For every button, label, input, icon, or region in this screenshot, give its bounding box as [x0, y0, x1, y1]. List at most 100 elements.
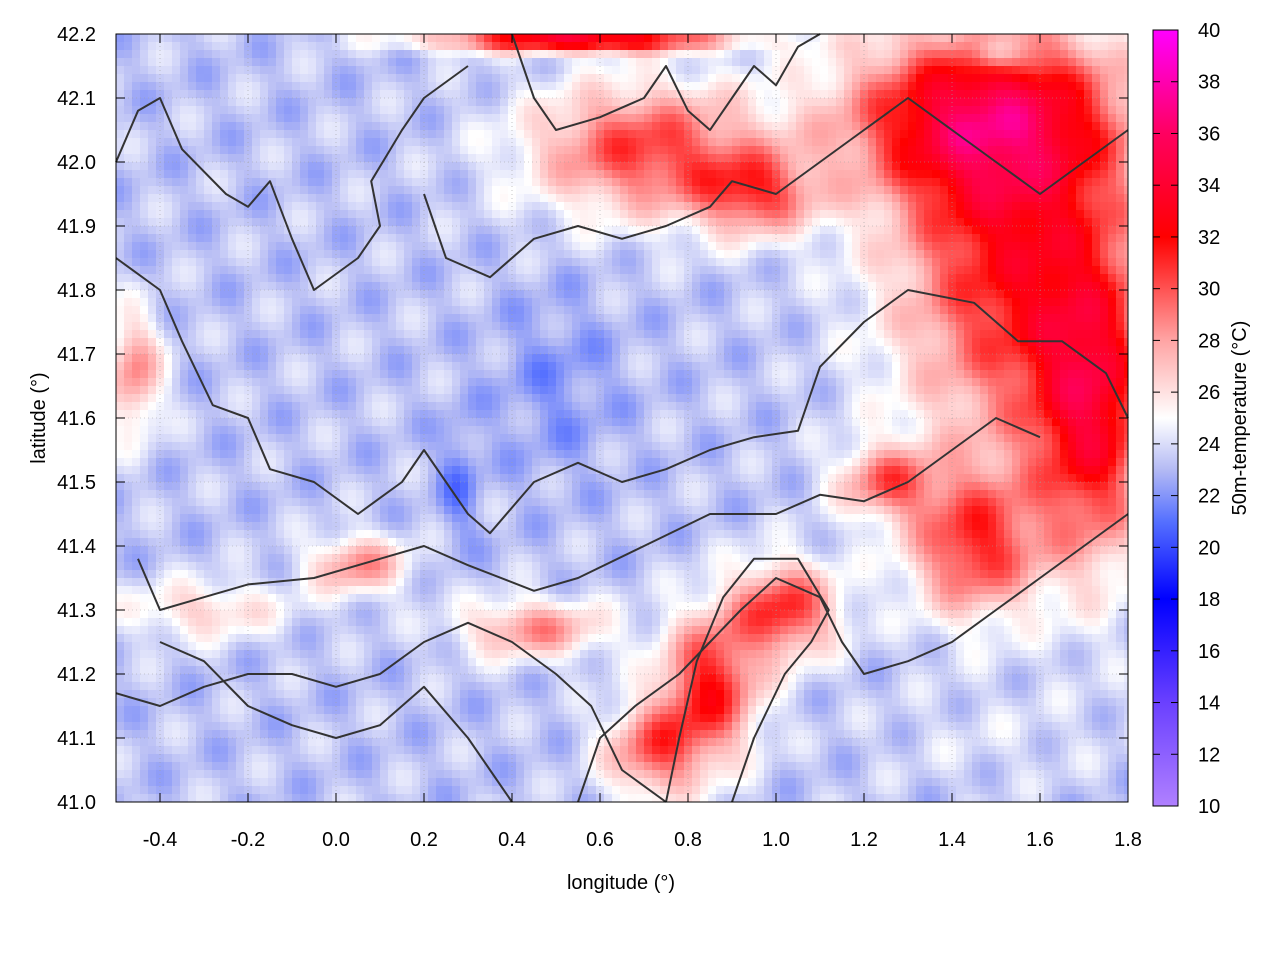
heatmap-cell: [460, 114, 469, 123]
heatmap-cell: [1020, 170, 1029, 179]
heatmap-cell: [628, 242, 637, 251]
heatmap-cell: [444, 338, 453, 347]
heatmap-cell: [284, 338, 293, 347]
heatmap-cell: [124, 258, 133, 267]
heatmap-cell: [916, 330, 925, 339]
heatmap-cell: [796, 122, 805, 131]
heatmap-cell: [380, 250, 389, 259]
heatmap-cell: [1052, 90, 1061, 99]
heatmap-cell: [212, 250, 221, 259]
heatmap-cell: [364, 322, 373, 331]
heatmap-cell: [564, 146, 573, 155]
heatmap-cell: [348, 194, 357, 203]
heatmap-cell: [980, 306, 989, 315]
heatmap-cell: [1068, 258, 1077, 267]
heatmap-cell: [348, 122, 357, 131]
heatmap-cell: [524, 66, 533, 75]
heatmap-cell: [1028, 98, 1037, 107]
heatmap-cell: [228, 170, 237, 179]
heatmap-cell: [452, 290, 461, 299]
heatmap-cell: [484, 290, 493, 299]
heatmap-cell: [964, 210, 973, 219]
heatmap-cell: [300, 266, 309, 275]
heatmap-cell: [1020, 42, 1029, 51]
heatmap-cell: [572, 66, 581, 75]
heatmap-cell: [996, 90, 1005, 99]
heatmap-cell: [1092, 202, 1101, 211]
heatmap-cell: [252, 82, 261, 91]
heatmap-cell: [268, 234, 277, 243]
heatmap-cell: [412, 314, 421, 323]
heatmap-cell: [732, 90, 741, 99]
heatmap-cell: [892, 282, 901, 291]
heatmap-cell: [1028, 266, 1037, 275]
heatmap-cell: [724, 202, 733, 211]
heatmap-cell: [716, 130, 725, 139]
heatmap-cell: [724, 282, 733, 291]
heatmap-cell: [1004, 242, 1013, 251]
heatmap-cell: [956, 42, 965, 51]
heatmap-cell: [300, 258, 309, 267]
heatmap-cell: [1068, 154, 1077, 163]
heatmap-cell: [196, 186, 205, 195]
heatmap-cell: [980, 122, 989, 131]
heatmap-cell: [1108, 322, 1117, 331]
heatmap-cell: [180, 50, 189, 59]
heatmap-cell: [284, 50, 293, 59]
heatmap-cell: [700, 66, 709, 75]
heatmap-cell: [980, 66, 989, 75]
heatmap-cell: [988, 146, 997, 155]
heatmap-cell: [1092, 122, 1101, 131]
heatmap-cell: [140, 98, 149, 107]
heatmap-cell: [636, 58, 645, 67]
heatmap-cell: [116, 154, 125, 163]
heatmap-cell: [660, 306, 669, 315]
heatmap-cell: [116, 234, 125, 243]
heatmap-cell: [732, 114, 741, 123]
heatmap-cell: [708, 130, 717, 139]
heatmap-cell: [172, 346, 181, 355]
heatmap-cell: [836, 274, 845, 283]
heatmap-cell: [924, 122, 933, 131]
heatmap-cell: [404, 130, 413, 139]
heatmap-cell: [364, 122, 373, 131]
heatmap-cell: [636, 50, 645, 59]
heatmap-cell: [868, 74, 877, 83]
heatmap-cell: [476, 266, 485, 275]
heatmap-cell: [260, 154, 269, 163]
heatmap-cell: [612, 122, 621, 131]
heatmap-cell: [204, 282, 213, 291]
heatmap-cell: [452, 130, 461, 139]
heatmap-cell: [980, 34, 989, 43]
heatmap-cell: [604, 66, 613, 75]
heatmap-cell: [732, 314, 741, 323]
heatmap-cell: [660, 138, 669, 147]
heatmap-cell: [812, 178, 821, 187]
heatmap-cell: [276, 250, 285, 259]
heatmap-cell: [700, 138, 709, 147]
heatmap-cell: [148, 50, 157, 59]
heatmap-cell: [732, 50, 741, 59]
heatmap-cell: [116, 186, 125, 195]
heatmap-cell: [348, 162, 357, 171]
heatmap-cell: [1012, 314, 1021, 323]
heatmap-cell: [164, 290, 173, 299]
heatmap-cell: [228, 106, 237, 115]
heatmap-cell: [1076, 90, 1085, 99]
heatmap-cell: [844, 234, 853, 243]
heatmap-cell: [364, 274, 373, 283]
heatmap-cell: [524, 338, 533, 347]
heatmap-cell: [1012, 282, 1021, 291]
heatmap-cell: [844, 50, 853, 59]
heatmap-cell: [284, 314, 293, 323]
heatmap-cell: [484, 258, 493, 267]
heatmap-cell: [1108, 282, 1117, 291]
heatmap-cell: [644, 338, 653, 347]
heatmap-cell: [268, 346, 277, 355]
heatmap-cell: [612, 258, 621, 267]
heatmap-cell: [748, 282, 757, 291]
heatmap-cell: [396, 258, 405, 267]
heatmap-cell: [316, 218, 325, 227]
heatmap-cell: [1092, 42, 1101, 51]
heatmap-cell: [700, 234, 709, 243]
